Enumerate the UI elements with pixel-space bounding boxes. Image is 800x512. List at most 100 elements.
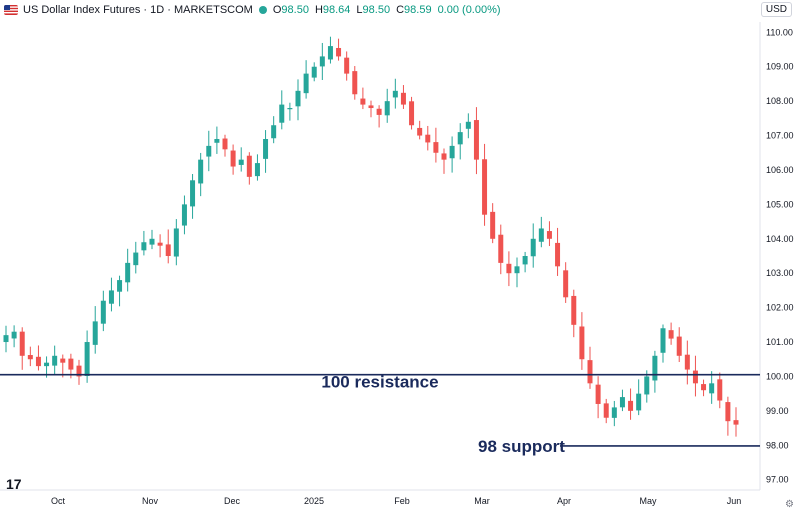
x-tick-label: Jun bbox=[727, 496, 742, 506]
x-tick-label: May bbox=[639, 496, 657, 506]
candle-body bbox=[44, 362, 50, 367]
candle-body bbox=[457, 132, 463, 145]
candle-body bbox=[425, 134, 431, 143]
candle-body bbox=[222, 138, 228, 150]
candle-body bbox=[368, 105, 374, 109]
y-tick-label: 106.00 bbox=[766, 165, 794, 175]
candle-body bbox=[603, 403, 609, 418]
support-label: 98 support bbox=[478, 437, 565, 456]
y-tick-label: 110.00 bbox=[766, 27, 793, 37]
candle-body bbox=[611, 407, 617, 418]
candle-body bbox=[76, 365, 82, 377]
currency-selector[interactable]: USD bbox=[760, 2, 792, 17]
y-tick-label: 103.00 bbox=[766, 268, 794, 278]
candle-body bbox=[11, 331, 17, 339]
candle-body bbox=[498, 234, 504, 263]
ohlc-close: C98.59 bbox=[396, 4, 432, 16]
candle-body bbox=[238, 159, 244, 165]
candle-body bbox=[52, 355, 58, 366]
ohlc-change: 0.00 (0.00%) bbox=[437, 4, 501, 16]
candle-body bbox=[133, 252, 139, 266]
candle-body bbox=[279, 104, 285, 123]
y-tick-label: 104.00 bbox=[766, 234, 794, 244]
candle-body bbox=[506, 263, 512, 274]
candle-body bbox=[587, 360, 593, 384]
candle-body bbox=[473, 120, 479, 160]
candle-body bbox=[579, 326, 585, 360]
candle-body bbox=[360, 98, 366, 105]
candle-body bbox=[571, 295, 577, 325]
y-tick-label: 101.00 bbox=[766, 337, 794, 347]
candle-body bbox=[668, 330, 674, 339]
x-tick-label: Apr bbox=[557, 496, 571, 506]
candle-body bbox=[327, 46, 333, 60]
gear-icon[interactable]: ⚙ bbox=[785, 499, 794, 510]
candle-body bbox=[676, 336, 682, 356]
candle-body bbox=[117, 280, 123, 292]
candle-body bbox=[319, 56, 325, 67]
candle-body bbox=[514, 266, 520, 274]
resistance-label: 100 resistance bbox=[321, 373, 438, 392]
candle-body bbox=[190, 180, 196, 207]
y-tick-label: 108.00 bbox=[766, 96, 794, 106]
y-tick-label: 102.00 bbox=[766, 303, 794, 313]
y-tick-label: 99.00 bbox=[766, 406, 789, 416]
candle-body bbox=[684, 354, 690, 370]
x-tick-label: Oct bbox=[51, 496, 66, 506]
y-tick-label: 100.00 bbox=[766, 371, 794, 381]
candle-body bbox=[538, 228, 544, 242]
candle-body bbox=[652, 355, 658, 381]
candle-body bbox=[19, 331, 25, 356]
candle-body bbox=[546, 231, 552, 239]
candle-body bbox=[198, 159, 204, 184]
candle-body bbox=[636, 393, 642, 411]
y-tick-label: 109.00 bbox=[766, 62, 794, 72]
candle-body bbox=[465, 121, 471, 129]
candle-body bbox=[246, 155, 252, 177]
x-tick-label: Nov bbox=[142, 496, 159, 506]
candle-body bbox=[530, 238, 536, 257]
candle-body bbox=[619, 397, 625, 408]
candle-body bbox=[563, 270, 569, 298]
candle-body bbox=[125, 262, 131, 283]
candle-body bbox=[108, 290, 114, 304]
x-tick-label: 2025 bbox=[304, 496, 324, 506]
candle-body bbox=[392, 90, 398, 98]
candle-body bbox=[3, 335, 9, 343]
candle-body bbox=[84, 342, 90, 377]
x-tick-label: Mar bbox=[474, 496, 490, 506]
y-tick-label: 105.00 bbox=[766, 199, 794, 209]
candle-body bbox=[344, 57, 350, 74]
candle-body bbox=[449, 145, 455, 159]
symbol-title[interactable]: US Dollar Index Futures · 1D · MARKETSCO… bbox=[23, 4, 253, 16]
candle-body bbox=[733, 420, 739, 425]
candle-body bbox=[214, 139, 220, 143]
candle-body bbox=[692, 370, 698, 384]
candle-body bbox=[254, 163, 260, 177]
candle-body bbox=[628, 400, 634, 411]
candle-body bbox=[522, 256, 528, 265]
candle-body bbox=[701, 384, 707, 391]
candle-body bbox=[157, 242, 163, 246]
ohlc-open: O98.50 bbox=[272, 4, 309, 16]
candle-body bbox=[376, 108, 382, 115]
candle-body bbox=[35, 356, 41, 367]
candle-body bbox=[717, 379, 723, 401]
candle-body bbox=[149, 238, 155, 245]
candle-body bbox=[230, 150, 236, 167]
candle-body bbox=[100, 300, 106, 324]
candle-body bbox=[352, 71, 358, 95]
candle-body bbox=[409, 101, 415, 126]
candle-body bbox=[384, 101, 390, 116]
candle-body bbox=[490, 211, 496, 239]
candle-body bbox=[660, 328, 666, 353]
x-tick-label: Dec bbox=[224, 496, 241, 506]
candle-body bbox=[433, 142, 439, 153]
candle-body bbox=[709, 383, 715, 394]
candle-body bbox=[595, 384, 601, 404]
candle-body bbox=[271, 125, 277, 139]
candle-body bbox=[165, 244, 171, 256]
candle-body bbox=[173, 228, 179, 257]
candle-body bbox=[482, 159, 488, 215]
